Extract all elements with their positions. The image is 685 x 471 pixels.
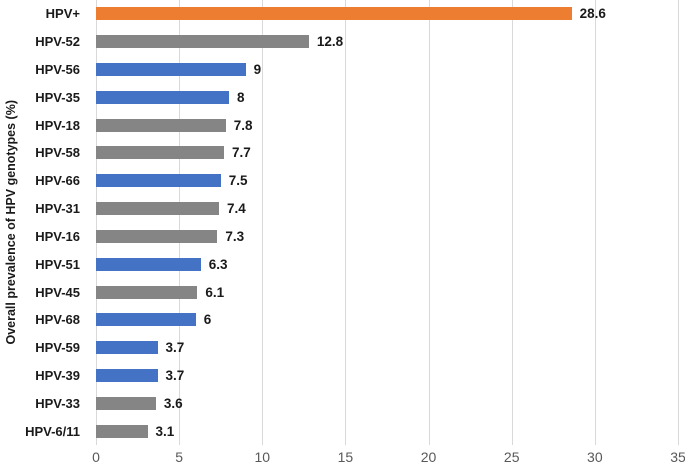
x-tick-label: 30 — [587, 449, 603, 465]
x-tick-label: 5 — [175, 449, 184, 465]
bar — [96, 90, 230, 104]
bar-row: 6.3 — [96, 250, 678, 278]
bar — [96, 229, 218, 243]
x-axis: 0 5 10 15 20 25 30 35 — [92, 449, 685, 469]
bar — [96, 285, 198, 299]
bar-value-label: 8 — [237, 89, 245, 105]
category-label: HPV-33 — [35, 395, 80, 411]
gridline — [428, 0, 430, 445]
category-label: HPV-16 — [35, 228, 80, 244]
bar-value-label: 3.6 — [163, 395, 183, 411]
bar-row: 12.8 — [96, 28, 678, 56]
gridline — [594, 0, 596, 445]
bar-row: 3.7 — [96, 334, 678, 362]
category-label: HPV-31 — [35, 201, 80, 217]
bar-value-label: 3.7 — [165, 340, 185, 356]
bar — [96, 174, 221, 188]
bar — [96, 202, 220, 216]
bar — [96, 146, 225, 160]
gridlines — [96, 0, 679, 445]
bar-value-label: 7.4 — [227, 201, 246, 217]
bar-row: 3.7 — [96, 362, 678, 390]
bar-value-label: 3.7 — [165, 367, 185, 383]
bar — [96, 118, 226, 132]
bar — [96, 7, 572, 21]
gridline — [96, 0, 97, 445]
bar-row: 28.6 — [96, 0, 678, 28]
bar-row: 3.6 — [96, 389, 678, 417]
bar-row: 7.8 — [96, 111, 678, 139]
category-label: HPV-51 — [35, 256, 80, 272]
bar — [96, 341, 158, 355]
x-tick-label: 10 — [254, 449, 271, 465]
bar — [96, 63, 246, 77]
bar-value-label: 6.3 — [208, 256, 228, 272]
x-tick-label: 0 — [92, 449, 100, 465]
bar — [96, 396, 156, 410]
bar-row: 7.5 — [96, 167, 678, 195]
bar-row: 3.1 — [96, 417, 678, 445]
x-tick-label: 25 — [503, 449, 520, 465]
bar — [96, 35, 309, 49]
bar-row: 7.3 — [96, 223, 678, 251]
gridline — [678, 0, 679, 445]
x-tick-label: 20 — [420, 449, 437, 465]
category-label: HPV-56 — [35, 62, 80, 78]
gridline — [179, 0, 181, 445]
category-label: HPV-59 — [35, 340, 80, 356]
bars: 28.6 12.8 9 8 7.8 7.7 7.5 7.4 7.3 6.3 6.1 6 3.7 3.7 3.… — [96, 0, 678, 445]
bar-row: 9 — [96, 56, 678, 84]
bar-value-label: 7.7 — [232, 145, 251, 161]
bar-value-label: 9 — [253, 62, 262, 78]
bar-row: 7.4 — [96, 195, 678, 223]
gridline — [262, 0, 264, 445]
bar-value-label: 7.8 — [233, 117, 253, 133]
category-label: HPV-52 — [35, 34, 80, 50]
gridline — [345, 0, 347, 445]
category-label: HPV-35 — [35, 89, 80, 105]
category-labels: HPV+ HPV-52 HPV-56 HPV-35 HPV-18 HPV-58 HPV-66… — [0, 0, 88, 445]
category-label: HPV-45 — [35, 284, 80, 300]
bar-row: 6.1 — [96, 278, 678, 306]
category-label: HPV-39 — [35, 367, 80, 383]
bar — [96, 257, 201, 271]
bar-value-label: 6.1 — [205, 284, 225, 300]
bar-row: 8 — [96, 83, 678, 111]
bar-value-label: 6 — [203, 312, 212, 328]
category-label: HPV-68 — [35, 312, 80, 328]
plot-area: 28.6 12.8 9 8 7.8 7.7 7.5 7.4 7.3 6.3 6.1 6 3.7 3.7 3.… — [96, 0, 679, 445]
bar-value-label: 7.3 — [225, 228, 245, 244]
category-label: HPV+ — [45, 6, 80, 22]
bar-value-label: 12.8 — [316, 34, 344, 50]
bar — [96, 424, 148, 438]
bar — [96, 313, 196, 327]
bar-value-label: 3.1 — [155, 423, 175, 439]
category-label: HPV-18 — [35, 117, 80, 133]
category-label: HPV-6/11 — [25, 423, 80, 439]
gridline — [511, 0, 513, 445]
bar-value-label: 7.5 — [228, 173, 248, 189]
bar-row: 7.7 — [96, 139, 678, 167]
x-tick-label: 35 — [670, 449, 685, 465]
bar-row: 6 — [96, 306, 678, 334]
x-tick-label: 15 — [337, 449, 354, 465]
bar — [96, 368, 158, 382]
bar-value-label: 28.6 — [579, 6, 606, 22]
category-label: HPV-66 — [35, 173, 80, 189]
category-label: HPV-58 — [35, 145, 80, 161]
